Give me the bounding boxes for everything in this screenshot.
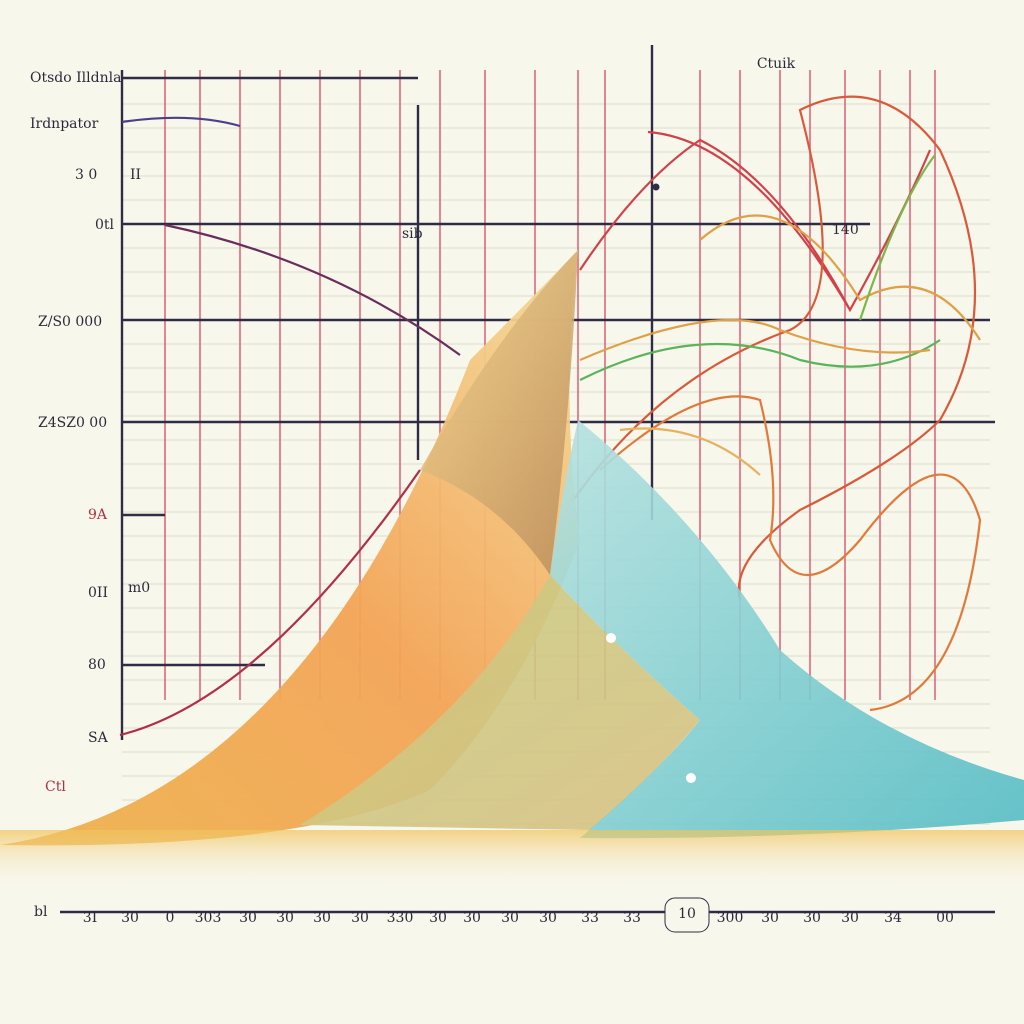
x-tick-label: 3I bbox=[83, 910, 97, 926]
x-tick-label: 0 bbox=[166, 910, 175, 926]
y-label: 9A bbox=[88, 507, 108, 523]
x-tick-label: 33 bbox=[623, 910, 641, 926]
x-tick-label: 303 bbox=[195, 910, 222, 926]
x-tick-label: 30 bbox=[501, 910, 519, 926]
subtitle: Irdnpator bbox=[30, 116, 99, 132]
inner-label: m0 bbox=[128, 580, 150, 596]
floor bbox=[0, 830, 1024, 890]
y-label: 0II bbox=[88, 585, 108, 601]
inner-label: sib bbox=[402, 226, 423, 242]
x-marker-box bbox=[664, 897, 710, 933]
area-tan bbox=[420, 250, 578, 575]
area-green bbox=[300, 575, 700, 830]
y-label: 80 bbox=[88, 657, 106, 673]
x-tick-label: 33 bbox=[581, 910, 599, 926]
area-orange bbox=[0, 250, 580, 846]
dot bbox=[686, 773, 696, 783]
x-tick-label: 30 bbox=[761, 910, 779, 926]
inner-label: 140 bbox=[832, 222, 859, 238]
y-label: 3 0 bbox=[75, 167, 97, 183]
dot bbox=[652, 183, 660, 191]
x-tick-label: 330 bbox=[387, 910, 414, 926]
x-tick-label: 30 bbox=[276, 910, 294, 926]
x-tick-label: 30 bbox=[803, 910, 821, 926]
y-label: Z4SZ0 00 bbox=[38, 415, 107, 431]
x-tick-label: 30 bbox=[539, 910, 557, 926]
x-tick-label: 300 bbox=[717, 910, 744, 926]
y-label: Z/S0 000 bbox=[38, 314, 102, 330]
title: Ctuik bbox=[757, 56, 796, 72]
dot bbox=[606, 633, 616, 643]
x-start: bl bbox=[34, 904, 48, 920]
y-label: Ctl bbox=[45, 779, 66, 795]
y-label: 0tl bbox=[95, 217, 115, 233]
inner-label: II bbox=[130, 167, 141, 183]
area-blue bbox=[550, 420, 1024, 839]
x-marker: 10 bbox=[678, 906, 696, 922]
labels: Ctuik Otsdo Illdnla Irdnpator 10 bl 3 0 0… bbox=[30, 56, 954, 926]
x-tick-label: 30 bbox=[121, 910, 139, 926]
curves bbox=[119, 95, 982, 737]
legend: Otsdo Illdnla bbox=[30, 70, 121, 86]
x-tick-label: 30 bbox=[239, 910, 257, 926]
x-tick-label: 30 bbox=[351, 910, 369, 926]
x-tick-label: 30 bbox=[463, 910, 481, 926]
x-tick-label: 30 bbox=[429, 910, 447, 926]
x-tick-label: 30 bbox=[313, 910, 331, 926]
x-tick-label: 30 bbox=[841, 910, 859, 926]
x-tick-label: 34 bbox=[884, 910, 902, 926]
x-tick-label: 00 bbox=[936, 910, 954, 926]
y-label: SA bbox=[88, 730, 109, 746]
